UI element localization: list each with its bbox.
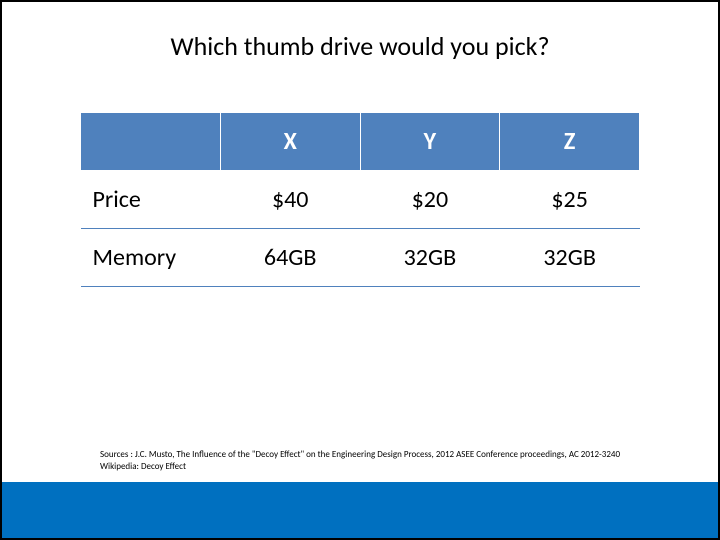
table-row: Price $40 $20 $25 bbox=[81, 171, 640, 229]
column-header: Z bbox=[500, 113, 640, 171]
header-blank bbox=[81, 113, 221, 171]
table-cell: 64GB bbox=[220, 229, 360, 287]
footer-bar bbox=[2, 482, 718, 538]
table-cell: 32GB bbox=[360, 229, 500, 287]
table-cell: $40 bbox=[220, 171, 360, 229]
table-row: Memory 64GB 32GB 32GB bbox=[81, 229, 640, 287]
slide-title: Which thumb drive would you pick? bbox=[2, 30, 718, 62]
table-cell: 32GB bbox=[500, 229, 640, 287]
table-header-row: X Y Z bbox=[81, 113, 640, 171]
sources-block: Sources : J.C. Musto, The Influence of t… bbox=[100, 449, 620, 474]
row-label: Memory bbox=[81, 229, 221, 287]
sources-line2: Wikipedia: Decoy Effect bbox=[100, 461, 186, 472]
table-cell: $25 bbox=[500, 171, 640, 229]
sources-prefix: Sources : bbox=[100, 449, 135, 460]
column-header: X bbox=[220, 113, 360, 171]
row-label: Price bbox=[81, 171, 221, 229]
column-header: Y bbox=[360, 113, 500, 171]
sources-line1: J.C. Musto, The Influence of the "Decoy … bbox=[135, 449, 620, 460]
table-cell: $20 bbox=[360, 171, 500, 229]
comparison-table: X Y Z Price $40 $20 $25 Memory 64GB 32GB… bbox=[80, 112, 640, 287]
